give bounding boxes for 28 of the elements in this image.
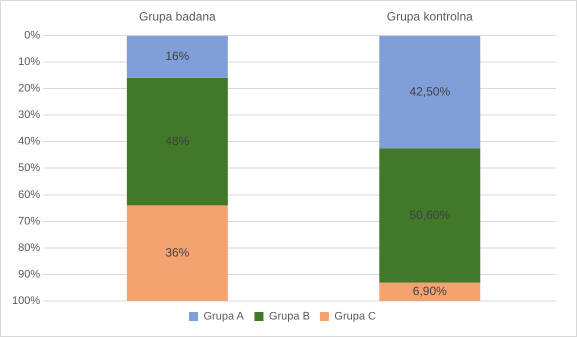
y-tick-label: 60% — [18, 188, 40, 201]
bar — [379, 148, 480, 283]
y-tick-label: 90% — [18, 268, 40, 280]
bar — [126, 78, 228, 206]
data-label: 16% — [165, 49, 190, 64]
legend-label: Grupa C — [334, 310, 376, 323]
data-label: 50,60% — [409, 208, 450, 222]
x-tick-label: Grupa kontrolna — [386, 10, 474, 24]
y-tick-label: 0% — [24, 29, 40, 42]
y-tick-label: 10% — [18, 56, 40, 68]
bar — [379, 282, 480, 301]
data-label: 6,90% — [412, 284, 448, 298]
y-tick-label: 70% — [18, 215, 40, 228]
data-label: 42,50% — [409, 84, 450, 98]
data-label: 48% — [165, 134, 190, 148]
bar — [126, 36, 228, 78]
y-tick-label: 50% — [18, 162, 40, 174]
bar — [379, 36, 480, 148]
y-tick-label: 80% — [18, 242, 40, 254]
y-tick-label: 30% — [18, 109, 40, 122]
bar — [126, 205, 228, 301]
data-label: 36% — [165, 246, 190, 260]
x-tick-label: Grupa badana — [138, 10, 216, 24]
legend-label: Grupa B — [268, 310, 310, 323]
y-tick-label: 100% — [12, 295, 40, 308]
legend-label: Grupa A — [204, 310, 245, 323]
y-tick-label: 40% — [18, 136, 40, 148]
y-tick-label: 20% — [18, 82, 40, 95]
